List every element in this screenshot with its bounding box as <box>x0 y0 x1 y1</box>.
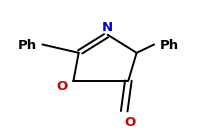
Text: N: N <box>102 21 113 34</box>
Text: O: O <box>56 80 67 93</box>
Text: Ph: Ph <box>159 39 178 52</box>
Text: Ph: Ph <box>17 39 36 52</box>
Text: O: O <box>124 116 135 129</box>
